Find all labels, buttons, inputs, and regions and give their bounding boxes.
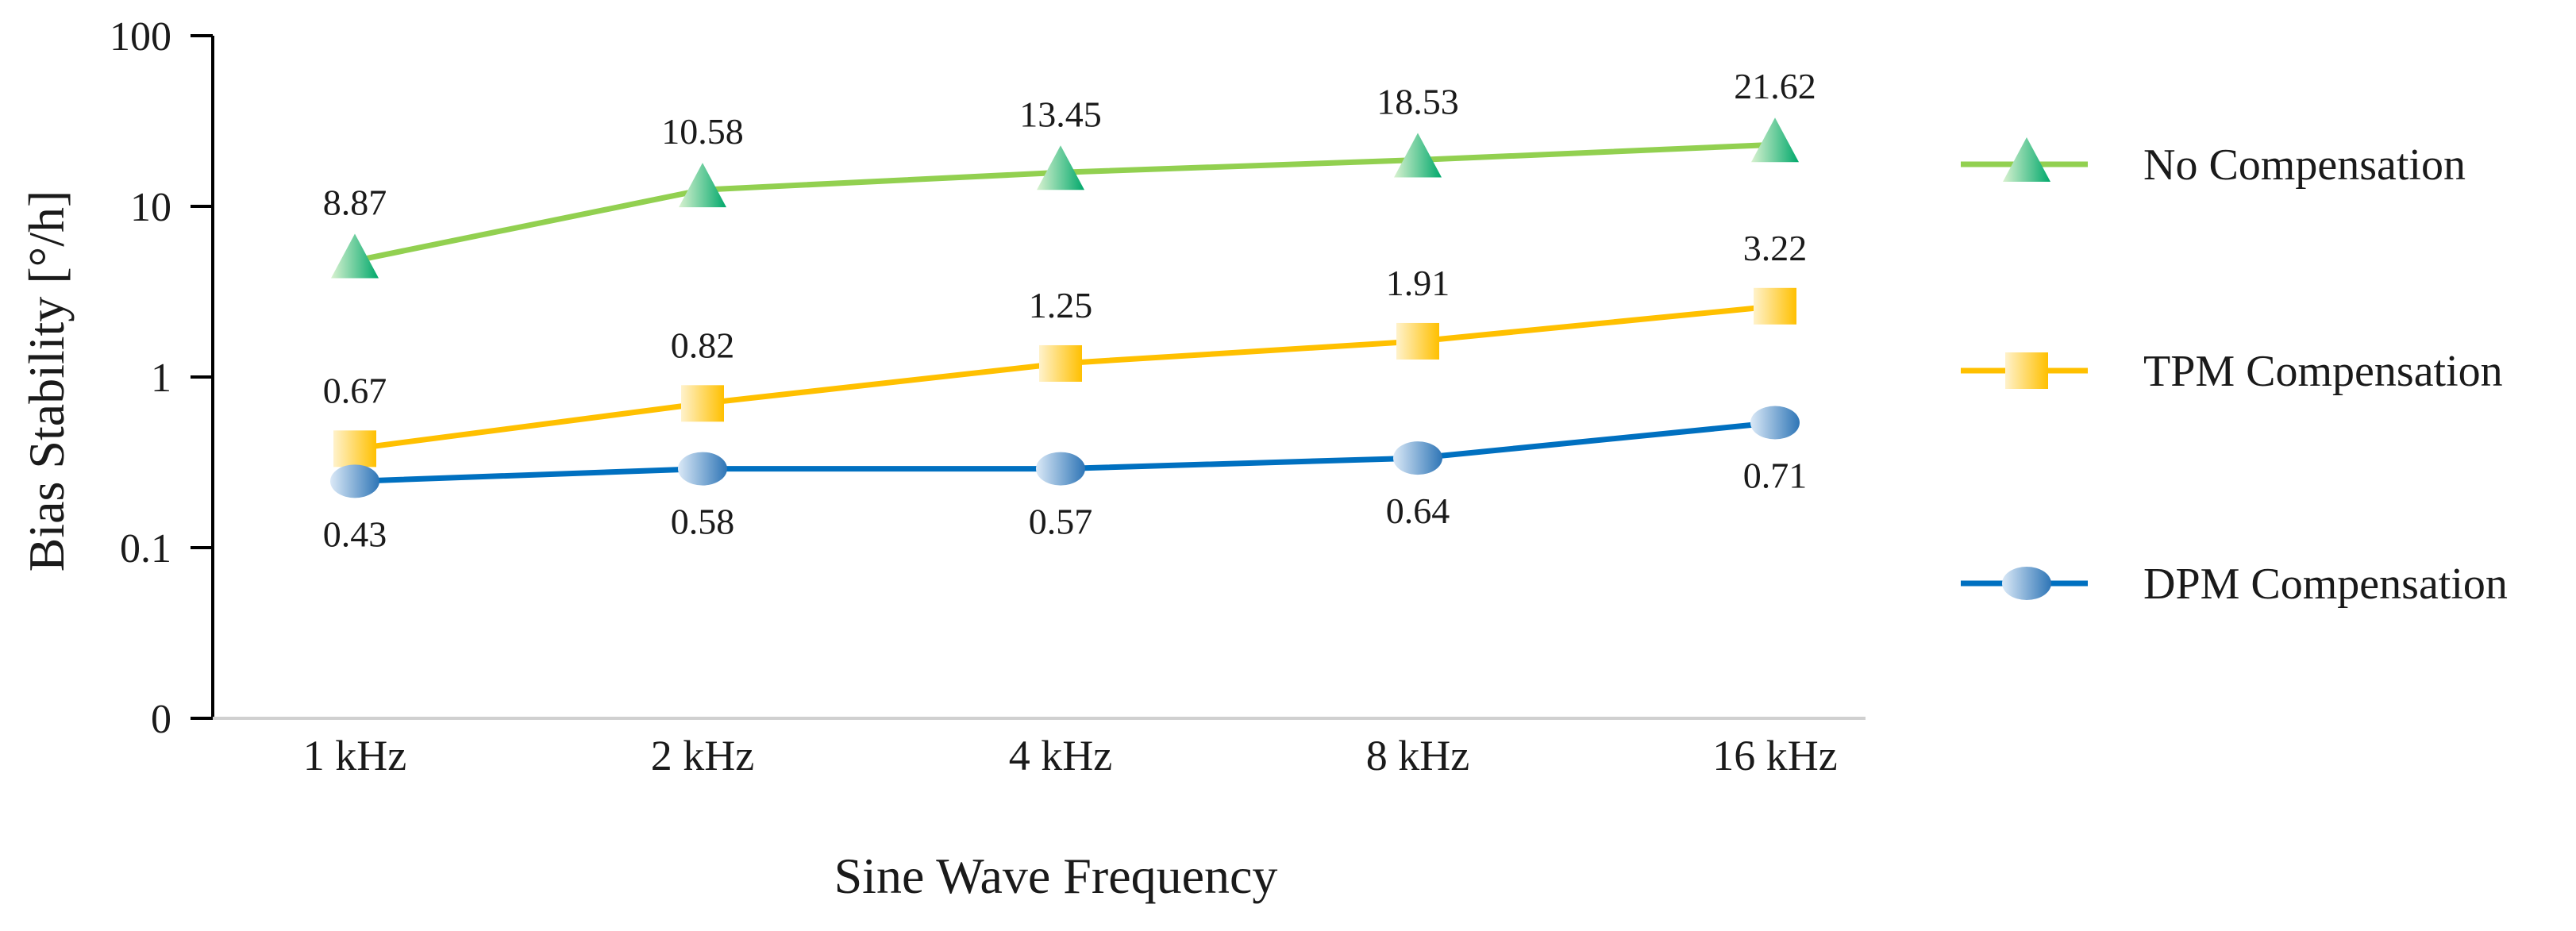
x-tick-label: 4 kHz [1009, 732, 1112, 779]
legend-item-no-compensation: No Compensation [1961, 137, 2466, 190]
data-label-tpm-compensation: 0.67 [323, 370, 387, 410]
axes: 100 10 1 0.1 0 1 kHz 2 kHz 4 kHz 8 kHz 16 kHz Sine… [18, 14, 1866, 904]
data-label-no-compensation: 21.62 [1734, 66, 1816, 106]
data-label-no-compensation: 18.53 [1377, 82, 1459, 122]
data-point-dpm-compensation [330, 464, 379, 498]
data-label-dpm-compensation: 0.71 [1743, 456, 1808, 496]
y-tick-label: 0.1 [120, 526, 171, 571]
data-point-dpm-compensation [1036, 452, 1085, 486]
data-label-no-compensation: 10.58 [661, 111, 744, 152]
data-point-tpm-compensation [681, 385, 724, 422]
data-label-dpm-compensation: 0.43 [323, 514, 387, 554]
series-no-compensation [331, 117, 1799, 279]
x-axis-title: Sine Wave Frequency [834, 848, 1278, 904]
data-label-tpm-compensation: 1.25 [1029, 285, 1093, 325]
data-label-tpm-compensation: 1.91 [1386, 263, 1450, 303]
legend-marker-no-compensation [2003, 137, 2050, 182]
data-point-no-compensation [1394, 133, 1442, 178]
data-point-tpm-compensation [1039, 344, 1082, 382]
legend-item-tpm-compensation: TPM Compensation [1961, 347, 2503, 396]
data-point-no-compensation [331, 233, 379, 279]
data-label-dpm-compensation: 0.57 [1029, 502, 1093, 542]
data-point-dpm-compensation [1393, 441, 1442, 475]
x-tick-label: 2 kHz [651, 732, 754, 779]
legend: No Compensation TPM Compensation DPM Compe… [1961, 137, 2508, 609]
data-label-tpm-compensation: 0.82 [671, 325, 735, 365]
data-label-dpm-compensation: 0.58 [671, 502, 735, 542]
y-axis-title: Bias Stability [°/h] [18, 190, 75, 572]
data-label-no-compensation: 13.45 [1019, 94, 1102, 134]
data-label-dpm-compensation: 0.64 [1386, 491, 1450, 531]
legend-label: TPM Compensation [2143, 347, 2503, 396]
data-point-dpm-compensation [1750, 406, 1800, 440]
series-dpm-compensation [330, 406, 1800, 498]
data-label-tpm-compensation: 3.22 [1743, 228, 1808, 268]
x-tick-label: 1 kHz [303, 732, 406, 779]
data-point-no-compensation [1751, 117, 1799, 163]
legend-item-dpm-compensation: DPM Compensation [1961, 560, 2508, 609]
x-tick-label: 8 kHz [1366, 732, 1469, 779]
legend-marker-dpm-compensation [2002, 567, 2051, 600]
y-tick-label: 0 [151, 697, 171, 742]
y-tick-label: 100 [110, 14, 171, 60]
legend-label: DPM Compensation [2143, 560, 2508, 609]
data-point-tpm-compensation [1396, 322, 1439, 360]
data-point-no-compensation [1037, 145, 1084, 190]
data-label-no-compensation: 8.87 [323, 183, 387, 223]
series-tpm-compensation [333, 287, 1796, 467]
legend-marker-tpm-compensation [2005, 352, 2048, 389]
y-tick-label: 10 [130, 185, 171, 230]
y-tick-label: 1 [151, 356, 171, 401]
data-point-tpm-compensation [1754, 287, 1796, 325]
data-point-no-compensation [679, 163, 726, 208]
data-point-dpm-compensation [678, 452, 727, 486]
legend-label: No Compensation [2143, 140, 2466, 190]
data-point-tpm-compensation [333, 430, 376, 467]
data-labels: 8.87 10.58 13.45 18.53 21.62 0.67 0.82 1.25 1.91… [323, 66, 1816, 554]
series-layer [330, 117, 1800, 498]
x-tick-label: 16 kHz [1712, 732, 1837, 779]
